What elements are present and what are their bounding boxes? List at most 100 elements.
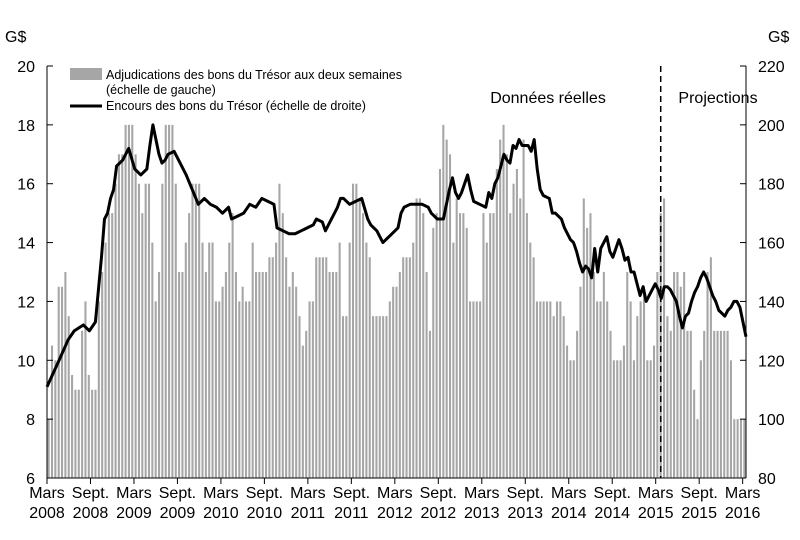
right-tick-label: 220	[758, 59, 785, 76]
bar	[288, 286, 291, 478]
bar	[362, 213, 365, 478]
bar	[372, 316, 375, 478]
bar	[385, 316, 388, 478]
bar	[238, 301, 241, 478]
bar	[669, 330, 672, 478]
bar	[713, 330, 716, 478]
x-tick-label-month: Sept.	[594, 485, 631, 502]
x-tick-label-year: 2013	[464, 505, 500, 522]
bar	[251, 242, 254, 478]
outstanding-line	[45, 123, 748, 388]
bar	[542, 301, 545, 478]
bar	[699, 360, 702, 478]
x-tick-label-month: Mars	[290, 485, 326, 502]
bar	[335, 272, 338, 478]
x-tick-label-month: Sept.	[72, 485, 109, 502]
bar	[525, 213, 528, 478]
bar	[495, 169, 498, 478]
bar	[74, 389, 77, 478]
bar	[402, 257, 405, 478]
bar	[418, 198, 421, 478]
bar	[121, 154, 124, 479]
legend-label-bar: Adjudications des bons du Trésor aux deu…	[106, 68, 402, 82]
bar	[224, 272, 227, 478]
bar	[61, 286, 64, 478]
bar	[131, 124, 134, 479]
bar	[321, 257, 324, 478]
bar	[164, 124, 167, 479]
bar	[659, 213, 662, 478]
bar	[579, 286, 582, 478]
bar	[529, 242, 532, 478]
x-tick-label-month: Sept.	[420, 485, 457, 502]
x-tick-label-month: Mars	[638, 485, 674, 502]
bar	[639, 301, 642, 478]
bar	[278, 183, 281, 478]
x-tick-label-month: Mars	[464, 485, 500, 502]
bar	[532, 257, 535, 478]
bar	[438, 169, 442, 478]
bar	[268, 257, 271, 478]
legend-label-line: Encours des bons du Trésor (échelle de d…	[106, 99, 366, 113]
bar	[599, 301, 602, 478]
bar	[191, 183, 194, 478]
bar	[589, 213, 592, 478]
bar	[71, 375, 74, 478]
bar	[137, 183, 141, 478]
bar	[97, 301, 100, 478]
legend-swatch-bar	[70, 68, 102, 80]
bar	[114, 183, 117, 478]
bar	[709, 257, 712, 478]
x-tick-label-month: Mars	[377, 485, 413, 502]
left-tick-label: 16	[17, 177, 35, 194]
bar	[64, 272, 67, 478]
bar	[716, 330, 719, 478]
bar	[683, 272, 686, 478]
bar	[489, 213, 492, 478]
bar	[158, 272, 161, 478]
x-tick-label-month: Sept.	[507, 485, 544, 502]
bar	[325, 257, 328, 478]
x-tick-label-year: 2015	[681, 505, 717, 522]
bar	[739, 419, 743, 478]
bar	[271, 257, 274, 478]
bar	[311, 301, 314, 478]
bar	[492, 213, 495, 478]
bar	[616, 360, 619, 478]
bar	[365, 242, 368, 478]
bar	[582, 198, 585, 478]
bar	[422, 213, 425, 478]
right-tick-label: 100	[758, 412, 785, 429]
bar	[241, 286, 244, 478]
bar	[723, 330, 726, 478]
bar	[221, 286, 224, 478]
bar	[392, 286, 395, 478]
bar	[124, 124, 127, 479]
bar	[626, 272, 629, 478]
bar	[171, 124, 174, 479]
bar	[375, 316, 378, 478]
bar	[298, 316, 301, 478]
bar	[308, 301, 311, 478]
bar	[445, 139, 448, 478]
bar	[198, 183, 201, 478]
bar	[596, 301, 599, 478]
bar	[151, 242, 154, 478]
bar	[646, 360, 649, 478]
bar	[425, 272, 428, 478]
bar	[562, 316, 565, 478]
bar	[642, 286, 646, 478]
bar	[472, 301, 475, 478]
bar	[218, 301, 221, 478]
bar	[331, 272, 334, 478]
line-series	[45, 123, 748, 388]
x-tick-label-month: Mars	[725, 485, 761, 502]
bar	[652, 345, 656, 478]
left-tick-label: 20	[17, 59, 35, 76]
bar	[502, 124, 505, 479]
bar	[101, 272, 104, 478]
bar	[602, 272, 605, 478]
bar-series	[47, 124, 746, 479]
bar	[733, 419, 736, 478]
